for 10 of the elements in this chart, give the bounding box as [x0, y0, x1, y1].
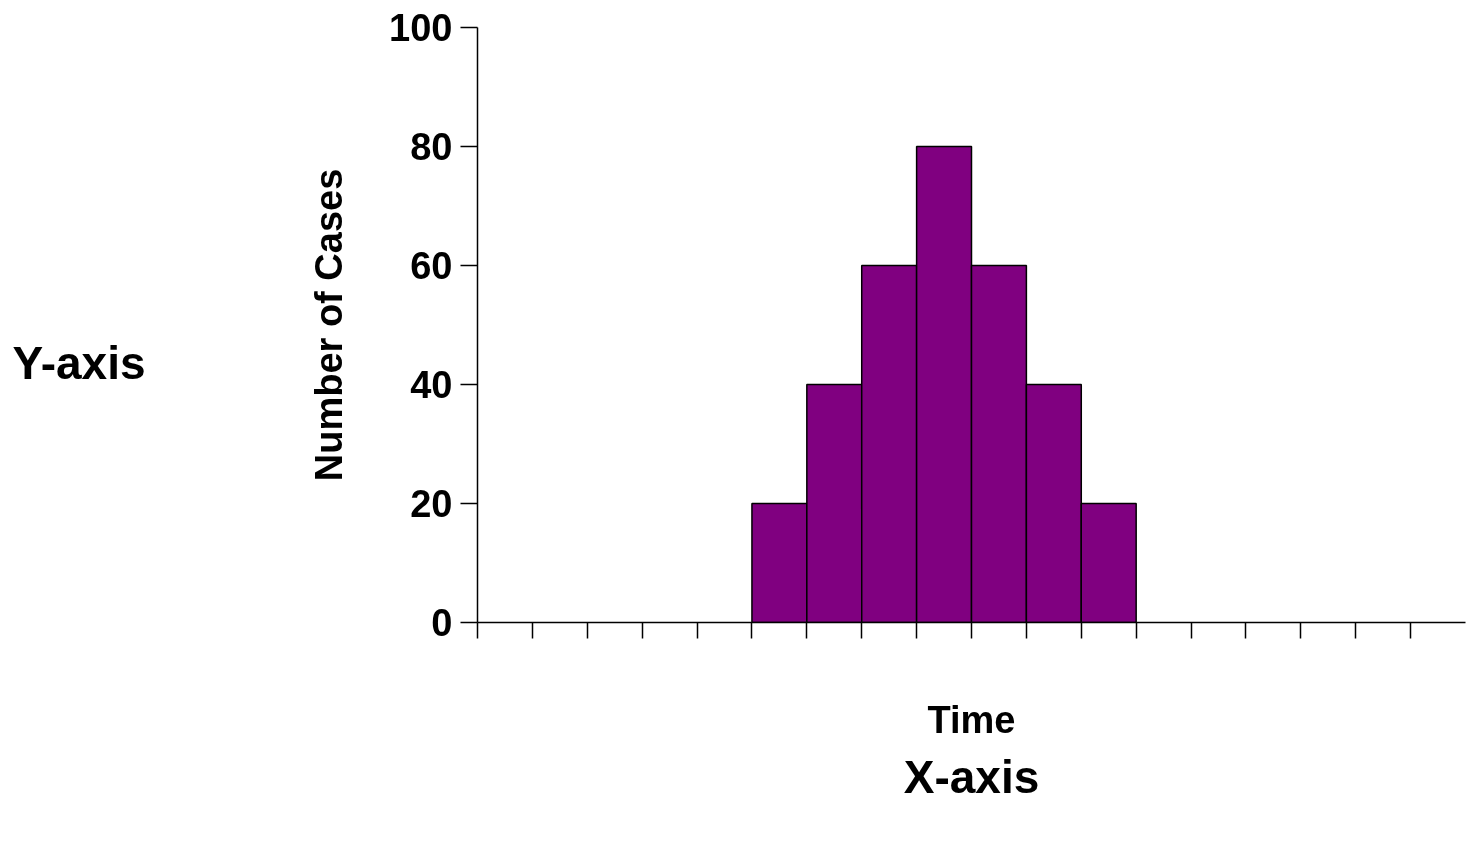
y-tick-label: 100: [389, 7, 453, 49]
y-tick-label: 0: [431, 602, 453, 644]
text: Y-axis: [12, 337, 146, 390]
y-tick-label: 60: [410, 245, 453, 287]
y-axis-title: Number of Cases: [308, 168, 351, 482]
y-tick-label: 80: [410, 126, 453, 168]
text: X-axis: [903, 750, 1040, 803]
x-axis-title: Time: [927, 698, 1016, 741]
y-tick-label: 40: [410, 364, 453, 406]
y-tick-label: 20: [410, 483, 453, 525]
